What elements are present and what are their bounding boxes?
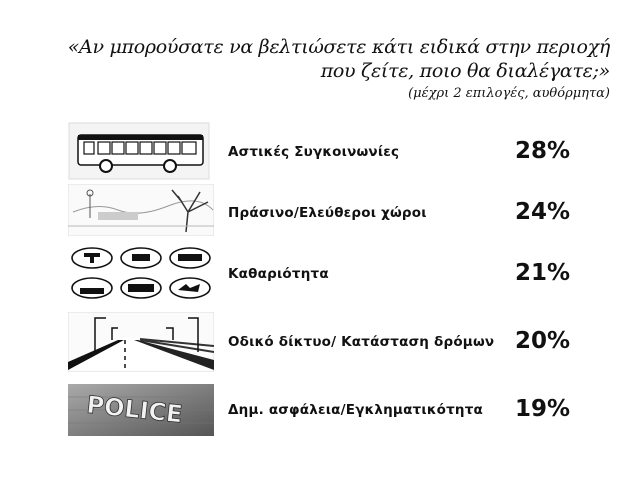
item-percent: 24% [514, 199, 570, 225]
police-sign-icon: POLICE [68, 384, 216, 436]
result-row-green-spaces: Πράσινο/Ελεύθεροι χώροι 24% [68, 184, 578, 238]
question-line-1: «Αν μπορούσατε να βελτιώσετε κάτι ειδικά… [67, 36, 611, 58]
item-label: Πράσινο/Ελεύθεροι χώροι [228, 205, 427, 221]
item-label: Δημ. ασφάλεια/Εγκληματικότητα [228, 402, 483, 418]
result-row-public-safety: POLICE Δημ. ασφάλεια/Εγκληματικότητα 19% [68, 384, 578, 440]
cleanliness-icons [68, 244, 216, 302]
item-percent: 20% [514, 328, 570, 354]
item-percent: 19% [514, 396, 570, 422]
question-note: (μέχρι 2 επιλογές, αυθόρμητα) [408, 86, 610, 101]
result-row-transport: Αστικές Συγκοινωνίες 28% [68, 122, 578, 182]
park-tree-icon [68, 184, 216, 236]
road-icon [68, 312, 216, 372]
bus-icon [68, 122, 216, 180]
result-row-cleanliness: Καθαριότητα 21% [68, 244, 578, 304]
question-line-2: που ζείτε, ποιο θα διαλέγατε;» [320, 60, 611, 82]
item-label: Αστικές Συγκοινωνίες [228, 144, 400, 160]
item-percent: 28% [514, 138, 570, 164]
result-row-road-network: Οδικό δίκτυο/ Κατάσταση δρόμων 20% [68, 312, 578, 374]
item-percent: 21% [514, 260, 570, 286]
item-label: Οδικό δίκτυο/ Κατάσταση δρόμων [228, 334, 495, 350]
item-label: Καθαριότητα [228, 266, 329, 282]
